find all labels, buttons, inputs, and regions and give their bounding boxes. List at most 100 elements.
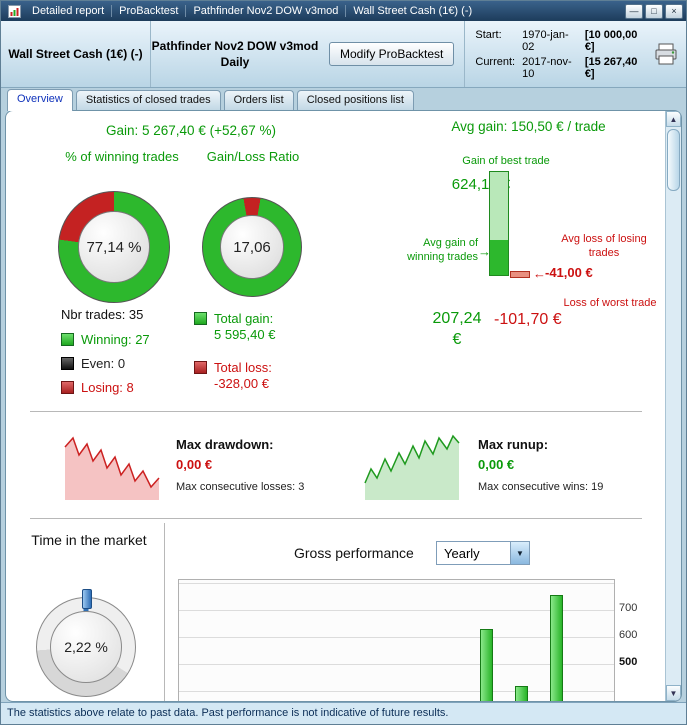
titlebar-item-system: Pathfinder Nov2 DOW v3mod	[193, 5, 339, 17]
winning-trades-donut: 77,14 %	[58, 191, 170, 303]
avg-win-arrow-icon: →	[478, 244, 491, 259]
gridline	[179, 583, 614, 584]
gross-performance-chart	[178, 579, 615, 701]
avg-win-label: Avg gain of winning trades	[407, 237, 478, 263]
total-loss-swatch-icon	[194, 361, 207, 375]
avg-loss-value: -41,00 €	[545, 265, 593, 280]
titlebar-item-detailed-report: Detailed report	[32, 5, 105, 17]
status-bar: The statistics above relate to past data…	[1, 702, 686, 724]
printer-icon	[655, 43, 677, 65]
gridline	[179, 691, 614, 692]
max-consecutive-wins: Max consecutive wins: 19	[478, 481, 604, 493]
current-label: Current:	[475, 55, 516, 68]
nbr-trades: Nbr trades: 35	[61, 307, 144, 322]
y-axis-tick-500: 500	[619, 656, 638, 668]
avg-loss-arrow-icon: ←	[533, 266, 546, 281]
period-dropdown[interactable]: Yearly ▼	[436, 541, 530, 565]
gain-loss-ratio-donut-value: 17,06	[220, 215, 284, 279]
dropdown-arrow-icon[interactable]: ▼	[510, 542, 529, 564]
time-in-market-title: Time in the market	[31, 532, 147, 548]
scroll-up-icon[interactable]: ▲	[666, 111, 681, 127]
perf-bar	[550, 595, 563, 701]
total-loss-legend: Total loss: -328,00 €	[194, 360, 275, 391]
perf-bar	[480, 629, 493, 701]
titlebar-separator	[345, 5, 347, 17]
total-gain-label: Total gain:	[214, 311, 274, 326]
report-tabs: Overview Statistics of closed trades Ord…	[1, 88, 686, 111]
winning-legend: Winning: 27	[61, 332, 150, 347]
overview-panel: Gain: 5 267,40 € (+52,67 %) % of winning…	[5, 110, 682, 702]
period-dropdown-value: Yearly	[444, 545, 480, 561]
avg-win-segment	[490, 240, 508, 275]
worst-trade-value: -101,70 €	[494, 311, 562, 328]
worst-trade-label: Loss of worst trade	[563, 297, 657, 309]
drawdown-sparkline	[64, 436, 160, 500]
print-button[interactable]	[646, 21, 686, 87]
close-button[interactable]: ×	[665, 3, 683, 19]
winning-trades-donut-value: 77,14 %	[78, 211, 150, 283]
avg-loss-label: Avg loss of losing trades	[561, 233, 647, 259]
titlebar-item-probacktest: ProBacktest	[119, 5, 179, 17]
trading-system-name: Pathfinder Nov2 DOW v3mod	[151, 39, 319, 53]
totals-block: Total gain: 5 595,40 € Total loss: -328,…	[194, 311, 275, 400]
avg-win-value: 207,24 €	[432, 310, 482, 348]
total-loss-value: -328,00 €	[214, 375, 269, 391]
perf-bar	[515, 686, 528, 701]
best-trade-value: 624,10 €	[451, 176, 511, 193]
gain-loss-ratio-title: Gain/Loss Ratio	[206, 149, 300, 164]
start-capital: [10 000,00 €]	[584, 28, 638, 53]
total-gain-value: 5 595,40 €	[214, 326, 276, 342]
runup-sparkline	[364, 434, 460, 500]
gain-loss-ratio-donut: 17,06	[202, 197, 302, 297]
total-loss-label: Total loss:	[214, 360, 272, 376]
start-label: Start:	[475, 28, 502, 41]
start-date: 1970-jan-02	[522, 28, 569, 53]
gridline	[179, 610, 614, 611]
titlebar-separator	[185, 5, 187, 17]
trades-stats-block: Nbr trades: 35 Winning: 27 Even: 0 Losin…	[61, 307, 150, 404]
trading-system-timeframe: Daily	[220, 55, 250, 69]
y-axis-tick-700: 700	[619, 602, 638, 614]
gain-summary: Gain: 5 267,40 € (+52,67 %)	[106, 123, 276, 138]
tab-statistics-closed-trades[interactable]: Statistics of closed trades	[75, 90, 221, 110]
titlebar-separator	[111, 5, 113, 17]
overview-content: Gain: 5 267,40 € (+52,67 %) % of winning…	[6, 111, 665, 701]
capital-summary: Start: 1970-jan-02 [10 000,00 €] Current…	[464, 21, 646, 87]
best-trade-bar	[489, 171, 509, 276]
total-gain-swatch-icon	[194, 312, 207, 325]
losing-swatch-icon	[61, 381, 74, 394]
minimize-button[interactable]: —	[625, 3, 643, 19]
titlebar-item-instrument: Wall Street Cash (1€) (-)	[353, 5, 473, 17]
best-trade-label: Gain of best trade	[462, 155, 550, 167]
winning-swatch-icon	[61, 333, 74, 346]
time-in-market-gauge: 2,22 %	[36, 589, 136, 697]
gridline	[179, 664, 614, 665]
instrument-name: Wall Street Cash (1€) (-)	[1, 21, 151, 87]
avg-loss-bar	[510, 271, 530, 278]
even-legend: Even: 0	[61, 356, 150, 371]
report-header: Wall Street Cash (1€) (-) Pathfinder Nov…	[1, 21, 686, 88]
section-divider	[30, 518, 642, 519]
gauge-handle	[82, 589, 92, 609]
avg-gain-summary: Avg gain: 150,50 € / trade	[451, 119, 606, 134]
max-consecutive-losses: Max consecutive losses: 3	[176, 481, 305, 493]
modify-probacktest-button[interactable]: Modify ProBacktest	[329, 42, 455, 66]
scrollbar-thumb[interactable]	[667, 129, 680, 191]
tab-orders-list[interactable]: Orders list	[223, 90, 294, 110]
section-divider	[30, 411, 642, 412]
maximize-button[interactable]: □	[645, 3, 663, 19]
winning-trades-title: % of winning trades	[65, 149, 179, 164]
vertical-divider	[164, 523, 165, 701]
winning-legend-label: Winning: 27	[81, 332, 150, 347]
title-bar: Detailed report ProBacktest Pathfinder N…	[1, 1, 686, 21]
max-drawdown-label: Max drawdown:	[176, 437, 274, 452]
scroll-down-icon[interactable]: ▼	[666, 685, 681, 701]
gridline	[179, 637, 614, 638]
even-legend-label: Even: 0	[81, 356, 126, 371]
vertical-scrollbar[interactable]: ▲ ▼	[665, 111, 681, 701]
max-drawdown-value: 0,00 €	[176, 457, 213, 472]
max-drawdown-block: Max drawdown: 0,00 € Max consecutive los…	[176, 437, 304, 493]
tab-closed-positions-list[interactable]: Closed positions list	[296, 90, 414, 110]
tab-overview[interactable]: Overview	[7, 89, 73, 111]
